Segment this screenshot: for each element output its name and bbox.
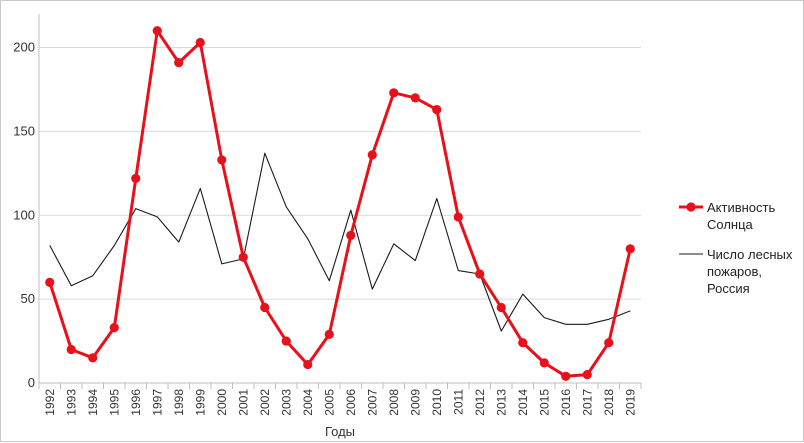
x-tick-label: 2002 xyxy=(258,389,272,416)
data-point xyxy=(475,269,485,279)
x-tick-label: 1995 xyxy=(107,389,121,416)
y-tick-label: 100 xyxy=(13,207,35,222)
data-point xyxy=(539,358,549,368)
data-point xyxy=(88,353,98,363)
x-tick-label: 2003 xyxy=(279,389,293,416)
x-tick-label: 1997 xyxy=(150,389,164,416)
y-tick-label: 0 xyxy=(28,375,35,390)
x-tick-label: 1993 xyxy=(64,389,78,416)
legend-label: Число лесных xyxy=(707,247,793,262)
x-tick-label: 2004 xyxy=(301,389,315,416)
x-axis-title: Годы xyxy=(325,424,355,439)
data-point xyxy=(453,212,463,222)
x-tick-label: 2019 xyxy=(623,389,637,416)
series-solar-activity xyxy=(45,26,635,381)
x-tick-label: 2012 xyxy=(473,389,487,416)
data-point xyxy=(195,37,205,48)
x-tick-label: 2013 xyxy=(494,389,508,416)
x-tick-label: 2015 xyxy=(537,389,551,416)
data-point xyxy=(389,88,399,98)
data-point xyxy=(131,173,141,183)
legend-label: Россия xyxy=(707,281,750,296)
data-point xyxy=(109,323,119,333)
y-tick-label: 200 xyxy=(13,40,35,55)
data-point xyxy=(152,26,162,36)
series-line xyxy=(48,29,632,378)
y-tick-label: 150 xyxy=(13,123,35,138)
x-tick-label: 1996 xyxy=(129,389,143,416)
data-point xyxy=(217,155,227,165)
x-tick-label: 2006 xyxy=(344,389,358,416)
x-tick-label: 2011 xyxy=(451,389,465,415)
series-line xyxy=(49,152,631,332)
x-tick-label: 2001 xyxy=(236,389,250,416)
legend-label: Активность xyxy=(707,200,775,215)
data-point xyxy=(518,338,528,348)
data-point xyxy=(303,359,313,370)
x-tick-label: 1992 xyxy=(43,389,57,416)
legend-swatch-marker xyxy=(686,202,696,212)
data-point xyxy=(324,329,334,339)
x-tick-label: 2005 xyxy=(322,389,336,416)
x-tick-label: 2008 xyxy=(387,389,401,416)
data-point xyxy=(561,371,571,381)
legend-label: Солнца xyxy=(707,217,754,232)
data-point xyxy=(45,277,55,287)
data-point xyxy=(582,370,592,380)
x-tick-label: 2009 xyxy=(408,389,422,416)
series-forest-fires xyxy=(49,152,631,332)
legend: Активность Солнца Число лесных пожаров, Росс… xyxy=(679,200,793,296)
x-tick-label: 2010 xyxy=(430,389,444,416)
x-tick-label: 2017 xyxy=(580,389,594,416)
x-tick-label: 2000 xyxy=(215,389,229,416)
data-point xyxy=(432,105,442,115)
data-point xyxy=(410,93,420,103)
x-tick-label: 2018 xyxy=(602,389,616,416)
data-point xyxy=(604,338,614,348)
data-point xyxy=(625,244,635,254)
x-tick-label: 1999 xyxy=(193,389,207,416)
legend-label: пожаров, xyxy=(707,264,762,279)
x-tick-label: 2007 xyxy=(365,389,379,416)
x-tick-label: 2014 xyxy=(516,389,530,416)
data-point xyxy=(238,252,248,262)
data-point xyxy=(367,150,377,160)
data-point xyxy=(174,58,184,68)
x-tick-label: 1998 xyxy=(172,389,186,416)
data-point xyxy=(496,302,506,313)
x-tick-label: 1994 xyxy=(86,389,100,416)
data-point xyxy=(260,302,270,313)
x-tick-label: 2016 xyxy=(559,389,573,416)
y-tick-label: 50 xyxy=(21,291,35,306)
data-point xyxy=(66,344,76,355)
data-point xyxy=(346,230,356,240)
data-point xyxy=(281,336,291,346)
